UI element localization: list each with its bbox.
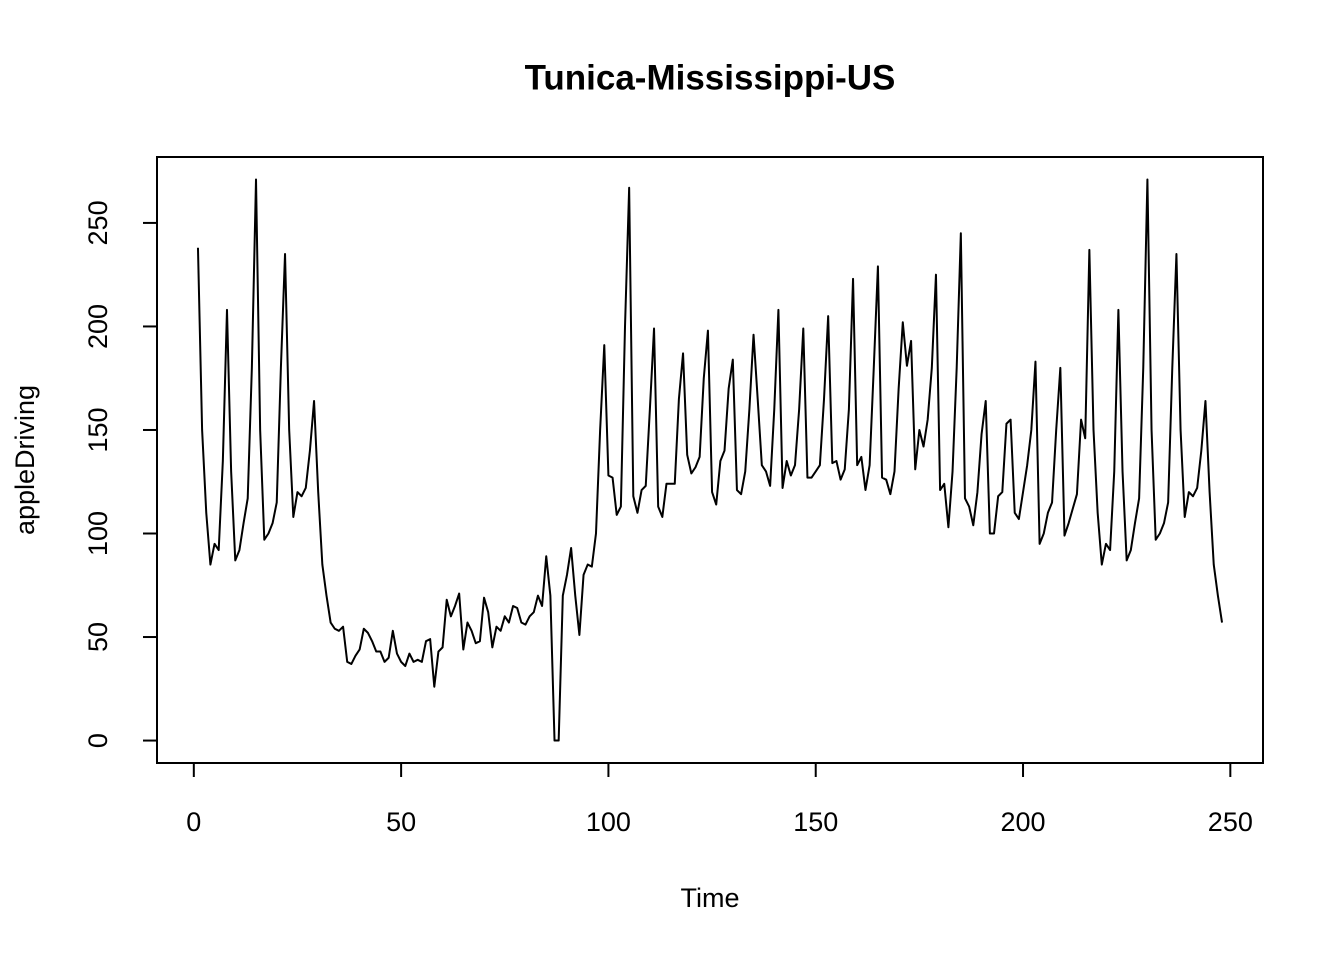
y-tick-label: 200: [83, 304, 113, 349]
chart-title: Tunica-Mississippi-US: [525, 58, 896, 97]
x-tick-label: 50: [386, 807, 416, 837]
x-tick-label: 200: [1000, 807, 1045, 837]
x-tick-label: 100: [586, 807, 631, 837]
x-tick-label: 150: [793, 807, 838, 837]
y-tick-label: 50: [83, 622, 113, 652]
y-tick-label: 150: [83, 407, 113, 452]
y-axis-label: appleDriving: [10, 385, 40, 535]
data-line: [196, 178, 1224, 742]
y-tick-label: 0: [83, 733, 113, 748]
y-tick-label: 250: [83, 200, 113, 245]
x-tick-label: 250: [1208, 807, 1253, 837]
x-axis-label: Time: [681, 883, 740, 913]
x-tick-label: 0: [186, 807, 201, 837]
y-tick-label: 100: [83, 511, 113, 556]
